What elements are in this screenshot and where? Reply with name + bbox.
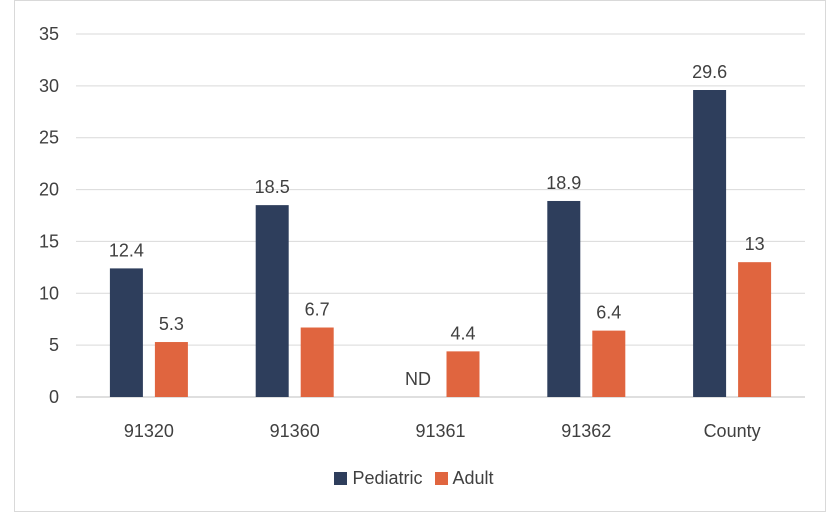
y-tick-label: 35: [39, 24, 59, 44]
legend: Pediatric Adult: [0, 468, 828, 489]
data-label-adult: 6.4: [596, 303, 621, 323]
bar-adult: [592, 330, 626, 397]
data-label-adult: 5.3: [159, 314, 184, 334]
bar-adult: [738, 262, 772, 397]
x-tick-label: County: [704, 421, 761, 441]
bar-adult: [300, 327, 334, 397]
data-label-adult: 4.4: [450, 323, 475, 343]
y-tick-label: 5: [49, 335, 59, 355]
bar-adult: [154, 342, 188, 397]
legend-item-adult: Adult: [434, 468, 494, 489]
y-tick-label: 25: [39, 128, 59, 148]
legend-label-adult: Adult: [452, 468, 494, 488]
data-label-pediatric: 18.9: [546, 173, 581, 193]
bar-pediatric: [255, 205, 289, 397]
x-tick-label: 91320: [124, 421, 174, 441]
bar-adult: [446, 351, 480, 397]
data-label-adult: 13: [745, 234, 765, 254]
y-tick-label: 30: [39, 76, 59, 96]
y-tick-label: 0: [49, 387, 59, 407]
y-tick-label: 15: [39, 231, 59, 251]
y-tick-label: 20: [39, 180, 59, 200]
x-tick-label: 91362: [561, 421, 611, 441]
data-label-pediatric: 29.6: [692, 62, 727, 82]
legend-item-pediatric: Pediatric: [334, 468, 423, 489]
data-label-pediatric: ND: [405, 369, 431, 389]
data-label-pediatric: 12.4: [109, 240, 144, 260]
y-tick-label: 10: [39, 283, 59, 303]
chart-frame: [14, 0, 826, 512]
legend-label-pediatric: Pediatric: [352, 468, 423, 488]
x-tick-label: 91360: [270, 421, 320, 441]
x-tick-label: 91361: [415, 421, 465, 441]
legend-swatch-pediatric: [334, 472, 348, 485]
legend-swatch-adult: [434, 472, 448, 485]
bar-pediatric: [693, 90, 727, 398]
bar-pediatric: [109, 268, 143, 397]
data-label-adult: 6.7: [305, 300, 330, 320]
data-label-pediatric: 18.5: [255, 177, 290, 197]
bar-pediatric: [547, 200, 581, 397]
